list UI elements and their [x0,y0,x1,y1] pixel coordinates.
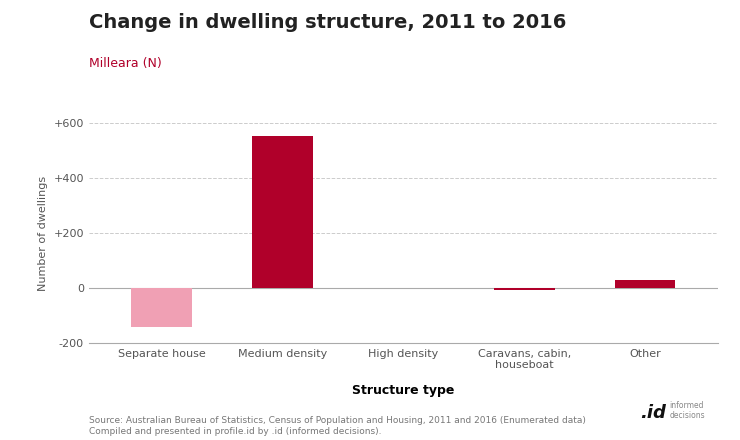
Bar [252,136,312,288]
Text: Change in dwelling structure, 2011 to 2016: Change in dwelling structure, 2011 to 20… [89,13,566,32]
Text: Source: Australian Bureau of Statistics, Census of Population and Housing, 2011 : Source: Australian Bureau of Statistics,… [89,416,585,436]
Y-axis label: Number of dwellings: Number of dwellings [38,176,48,291]
Text: .id: .id [640,404,666,422]
Text: Milleara (N): Milleara (N) [89,57,161,70]
Text: informed
decisions: informed decisions [670,401,705,420]
Bar [131,288,192,326]
X-axis label: Structure type: Structure type [352,384,454,397]
Bar [494,288,554,290]
Bar [615,280,676,288]
